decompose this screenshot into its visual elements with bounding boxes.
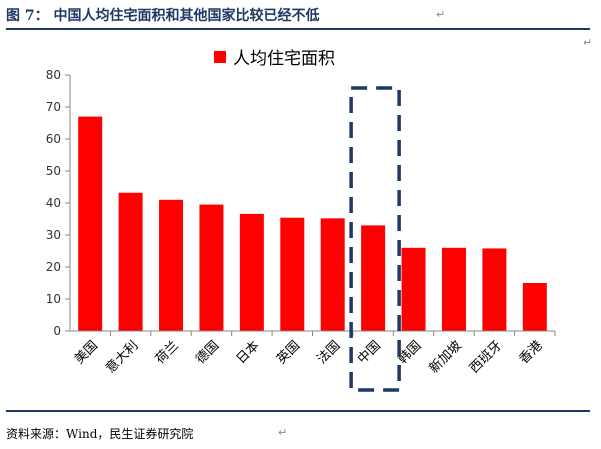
chart-legend: 人均住宅面积	[214, 49, 335, 69]
y-tick-label: 80	[46, 68, 61, 82]
title-rule	[6, 28, 590, 30]
x-tick-label: 英国	[274, 338, 303, 367]
paragraph-mark: ↵	[436, 8, 446, 21]
paragraph-mark: ↵	[278, 426, 288, 439]
bar	[118, 192, 143, 331]
x-tick-label: 美国	[72, 338, 101, 367]
x-tick-label: 西班牙	[467, 338, 505, 376]
bar	[522, 283, 547, 331]
x-tick-label: 法国	[315, 338, 344, 367]
bar	[199, 204, 224, 331]
bar	[401, 247, 426, 331]
bar	[239, 213, 264, 331]
x-tick-label: 德国	[193, 338, 222, 367]
y-tick-label: 0	[53, 324, 61, 338]
y-tick-label: 30	[46, 228, 61, 242]
x-tick-label: 新加坡	[426, 338, 465, 377]
bar	[280, 217, 305, 331]
y-tick-label: 10	[46, 292, 61, 306]
y-axis: 0 10 20 30 40 50 60 70 80	[46, 68, 71, 338]
y-tick-label: 60	[46, 132, 61, 146]
y-tick-label: 20	[46, 260, 61, 274]
x-tick-label: 中国	[355, 338, 384, 367]
source-rule	[6, 410, 590, 412]
legend-swatch	[214, 51, 226, 63]
x-tick-label: 意大利	[103, 338, 142, 377]
bar	[361, 225, 386, 331]
figure-title: 图 7： 中国人均住宅面积和其他国家比较已经不低	[6, 8, 320, 24]
x-tick-label: 日本	[234, 338, 263, 367]
paragraph-mark: ↵	[583, 36, 593, 49]
x-axis: 美国 意大利 荷兰 德国 日本 英国 法国 中国 韩国 新加坡 西班牙 香港	[70, 330, 556, 377]
bar-chart: 人均住宅面积 0 10 20 30 40 50 60 70 80 美国 意大利 荷兰 德国 日本 英国 法国…	[46, 49, 556, 392]
source-note: 资料来源：Wind，民生证券研究院	[6, 427, 194, 441]
y-tick-label: 70	[46, 100, 61, 114]
x-tick-label: 荷兰	[153, 338, 182, 367]
bars	[78, 116, 547, 331]
legend-label: 人均住宅面积	[233, 49, 335, 69]
y-tick-label: 50	[46, 164, 61, 178]
x-tick-label: 香港	[517, 338, 546, 367]
bar	[320, 218, 345, 331]
bar	[441, 247, 466, 331]
y-tick-label: 40	[46, 196, 61, 210]
bar	[482, 248, 507, 331]
bar	[159, 199, 184, 331]
bar	[78, 116, 103, 331]
